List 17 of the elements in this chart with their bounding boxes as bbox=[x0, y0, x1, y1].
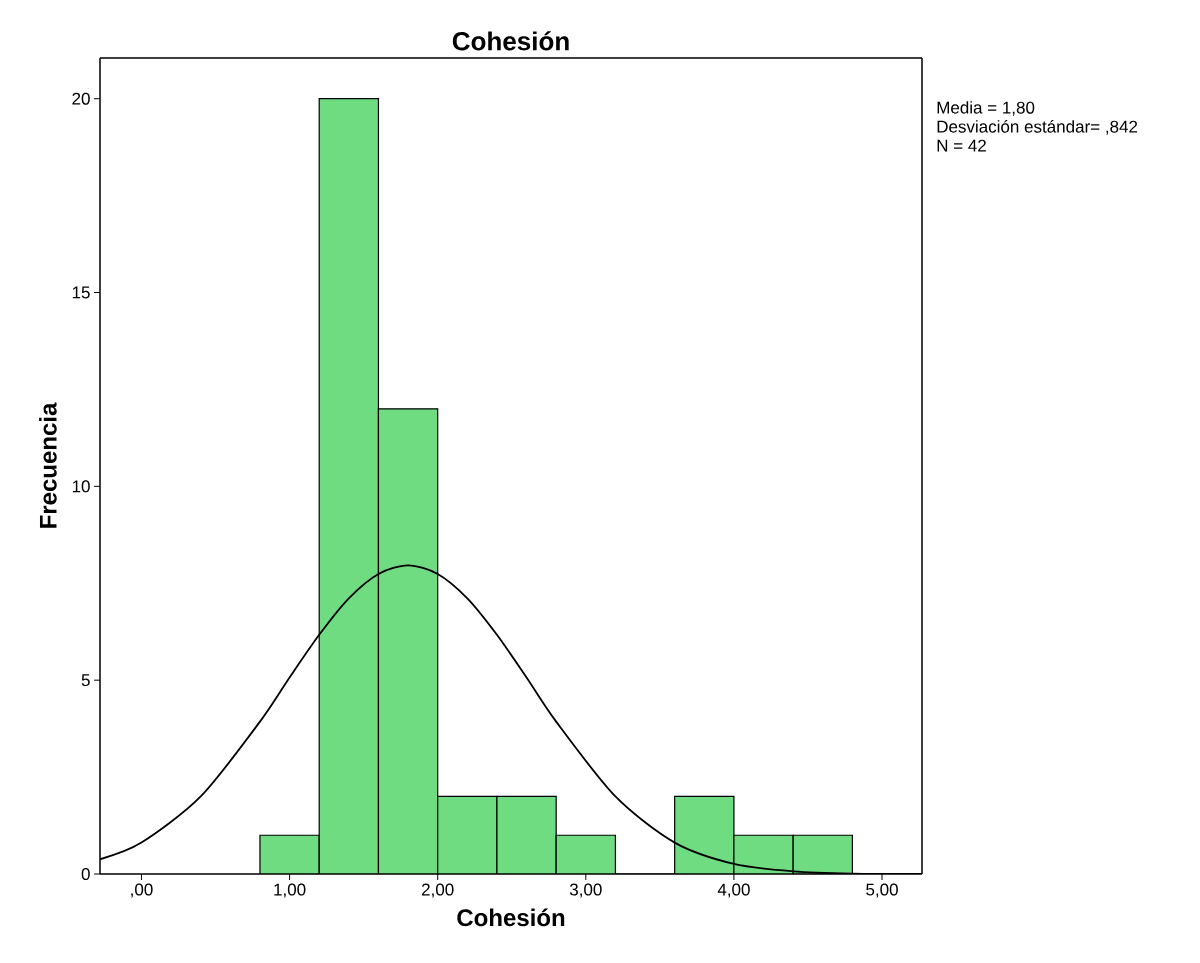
chart-title: Cohesión bbox=[452, 31, 569, 51]
x-axis-title: Cohesión bbox=[457, 908, 565, 927]
y-tick-label: 20 bbox=[72, 92, 90, 105]
y-axis-title: Frecuencia bbox=[39, 402, 57, 528]
x-tick-label: 2,00 bbox=[422, 883, 454, 898]
x-tick-label: 5,00 bbox=[866, 883, 898, 898]
x-tick-label: 1,00 bbox=[274, 883, 306, 898]
x-tick-label: 4,00 bbox=[717, 883, 750, 898]
x-tick-label: 3,00 bbox=[569, 883, 602, 898]
x-tick-label: ,00 bbox=[131, 883, 153, 898]
y-tick-label: 10 bbox=[72, 480, 90, 493]
y-tick-label: 5 bbox=[81, 674, 90, 687]
text: Media = 1,80 bbox=[937, 101, 1035, 116]
text: Desviación estándar= ,842 bbox=[937, 119, 1138, 135]
y-tick-label: 0 bbox=[81, 867, 90, 881]
text: N = 42 bbox=[937, 139, 986, 152]
y-tick-label: 15 bbox=[72, 286, 90, 299]
